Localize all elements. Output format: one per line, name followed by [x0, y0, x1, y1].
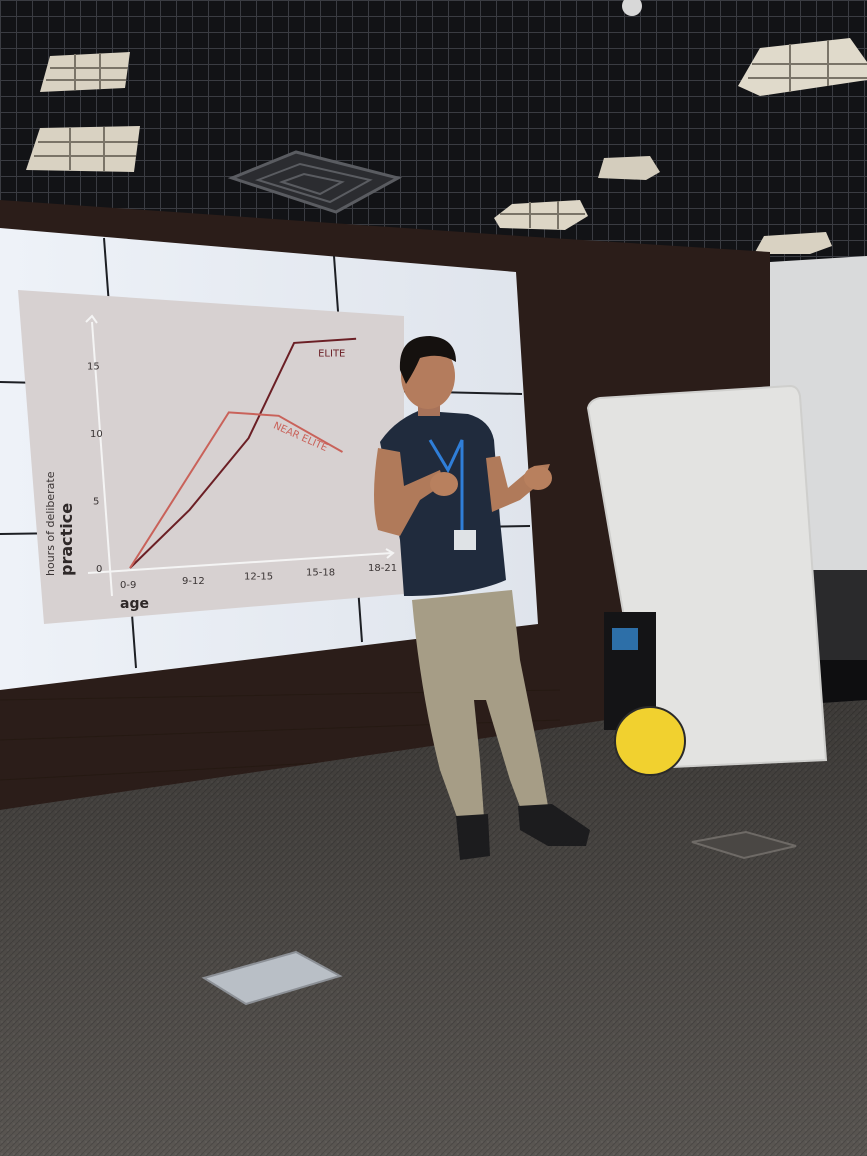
x-axis	[87, 552, 393, 574]
y-tick-label: 10	[90, 429, 103, 440]
x-tick-label: 18-21	[368, 563, 397, 574]
y-tick-label: 5	[93, 497, 99, 508]
yellow-disc	[614, 706, 686, 776]
presenter	[374, 336, 590, 860]
ceiling-light	[494, 200, 588, 230]
floor-box-cover	[691, 830, 797, 860]
y-tick-label: 15	[87, 362, 100, 373]
x-tick-label: 9-12	[182, 576, 205, 587]
ceiling-light	[598, 156, 660, 180]
x-axis-label: age	[120, 596, 149, 612]
ceiling-light	[26, 126, 140, 172]
series-line-near-elite	[129, 411, 343, 569]
left-shoe	[456, 814, 490, 860]
left-arm	[374, 448, 444, 536]
ceiling-light	[40, 52, 130, 92]
x-tick-label: 15-18	[306, 567, 335, 578]
x-axis-arrow	[385, 548, 395, 559]
air-vent	[227, 150, 403, 214]
stand-label	[612, 628, 638, 650]
ceiling-light	[738, 38, 867, 96]
series-label: ELITE	[318, 349, 345, 360]
right-hand	[524, 466, 552, 490]
left-hand	[430, 472, 458, 496]
x-tick-label: 0-9	[120, 580, 136, 591]
id-badge	[454, 530, 476, 550]
slide-panel	[18, 290, 404, 624]
hair	[399, 336, 456, 384]
y-axis-label-small: hours of deliberate	[44, 471, 57, 576]
ceiling-light	[754, 232, 832, 254]
y-tick-label: 0	[96, 564, 102, 575]
whiteboard	[586, 384, 828, 776]
smoke-detector	[622, 0, 642, 16]
lanyard	[428, 439, 464, 530]
y-axis-label-big: practice	[57, 503, 76, 576]
y-axis	[91, 321, 113, 597]
floor-box-cover	[201, 950, 343, 1006]
right-shoe	[518, 804, 590, 846]
side-table	[812, 570, 867, 660]
y-axis-arrow	[85, 314, 98, 324]
x-tick-label: 12-15	[244, 572, 273, 583]
trousers	[412, 590, 548, 820]
